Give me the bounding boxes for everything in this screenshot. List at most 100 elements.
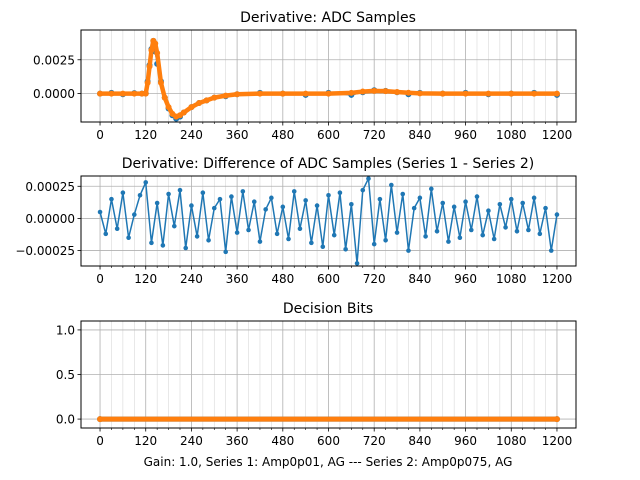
x-tick-label: 840 <box>408 272 431 286</box>
data-point <box>109 196 114 202</box>
data-point <box>531 90 538 97</box>
x-tick-label: 960 <box>454 434 477 448</box>
data-point <box>349 201 354 207</box>
axes-frame <box>80 320 577 429</box>
x-tick-label: 600 <box>317 434 340 448</box>
data-point <box>406 248 411 253</box>
subplot-adc-samples: Derivative: ADC Samples 0 120 240 360 480 600… <box>33 10 577 142</box>
series-1 <box>97 176 560 266</box>
data-point <box>451 204 457 210</box>
x-tick-label: 240 <box>180 434 203 448</box>
data-point <box>359 88 366 95</box>
data-point <box>462 90 469 97</box>
data-point <box>200 190 206 196</box>
data-point <box>146 63 153 70</box>
x-tick-label: 120 <box>134 128 157 142</box>
x-tick-label: 0 <box>96 128 104 142</box>
data-point <box>485 90 492 97</box>
data-point <box>194 234 200 239</box>
data-point <box>514 228 520 234</box>
data-point <box>257 239 263 244</box>
y-tick-label: 0.0000 <box>33 87 75 101</box>
data-point <box>337 190 343 196</box>
x-tick-label: 600 <box>317 272 340 286</box>
data-point <box>148 47 155 54</box>
data-point <box>152 40 159 47</box>
data-point <box>154 50 161 56</box>
data-point <box>286 236 291 242</box>
x-tick-label: 720 <box>363 272 386 286</box>
y-tick-label: −0.00025 <box>15 244 75 258</box>
data-point <box>348 89 355 96</box>
x-tick-label: 240 <box>180 272 203 286</box>
y-tick-label: 0.0 <box>56 413 75 427</box>
data-point <box>553 90 560 97</box>
data-point <box>251 199 257 205</box>
x-tick-label: 0 <box>96 434 104 448</box>
y-tick-label: 0.0025 <box>33 53 75 67</box>
data-point <box>343 246 348 252</box>
x-tick-label: 600 <box>317 128 340 142</box>
data-point <box>166 191 171 197</box>
data-point <box>206 237 211 243</box>
data-point <box>508 90 515 97</box>
data-point <box>463 199 468 205</box>
data-point <box>326 192 331 198</box>
x-tick-label: 960 <box>454 128 477 142</box>
data-point <box>543 205 548 211</box>
data-point <box>554 212 560 217</box>
data-point <box>531 195 537 201</box>
data-point <box>416 90 423 97</box>
data-point <box>480 232 486 238</box>
data-point <box>97 90 104 97</box>
x-tick-label: 1200 <box>542 128 573 142</box>
y-tick-label: 1.0 <box>56 323 75 337</box>
data-point <box>371 87 378 94</box>
data-point <box>149 240 154 246</box>
data-point <box>394 88 401 95</box>
subplot-title: Derivative: ADC Samples <box>240 10 416 26</box>
data-point <box>394 230 400 235</box>
data-point <box>269 195 274 201</box>
data-point <box>508 196 514 202</box>
data-point <box>468 227 474 233</box>
x-tick-label: 1080 <box>496 434 527 448</box>
data-point <box>180 109 187 116</box>
x-tick-label: 840 <box>408 128 431 142</box>
data-point <box>103 231 109 237</box>
data-point <box>537 231 543 237</box>
x-tick-label: 120 <box>134 272 157 286</box>
x-tick-label: 960 <box>454 272 477 286</box>
data-point <box>383 237 388 243</box>
data-point <box>314 203 320 208</box>
data-point <box>279 90 286 97</box>
x-tick-label: 1200 <box>542 434 573 448</box>
x-tick-label: 360 <box>226 272 249 286</box>
data-point <box>234 91 241 98</box>
data-point <box>411 205 417 211</box>
data-point <box>325 90 332 97</box>
data-point <box>131 90 138 97</box>
data-point <box>457 235 463 241</box>
data-point <box>196 100 203 107</box>
data-point <box>97 416 104 423</box>
data-point <box>440 200 446 206</box>
y-tick-label: 0.00025 <box>25 180 75 194</box>
data-point <box>114 226 120 232</box>
data-point <box>526 227 531 233</box>
data-point <box>320 244 326 250</box>
x-tick-label: 240 <box>180 128 203 142</box>
data-point <box>486 208 491 214</box>
grid <box>81 321 576 428</box>
data-point <box>177 187 183 193</box>
data-point <box>171 223 177 229</box>
data-point <box>297 226 303 232</box>
data-point <box>377 196 383 202</box>
axes-frame <box>80 175 577 267</box>
x-tick-label: 480 <box>271 434 294 448</box>
data-point <box>405 89 412 96</box>
data-point <box>256 90 263 97</box>
subplot-difference: Derivative: Difference of ADC Samples (S… <box>15 156 577 286</box>
data-point <box>97 209 103 215</box>
data-point <box>188 104 195 111</box>
